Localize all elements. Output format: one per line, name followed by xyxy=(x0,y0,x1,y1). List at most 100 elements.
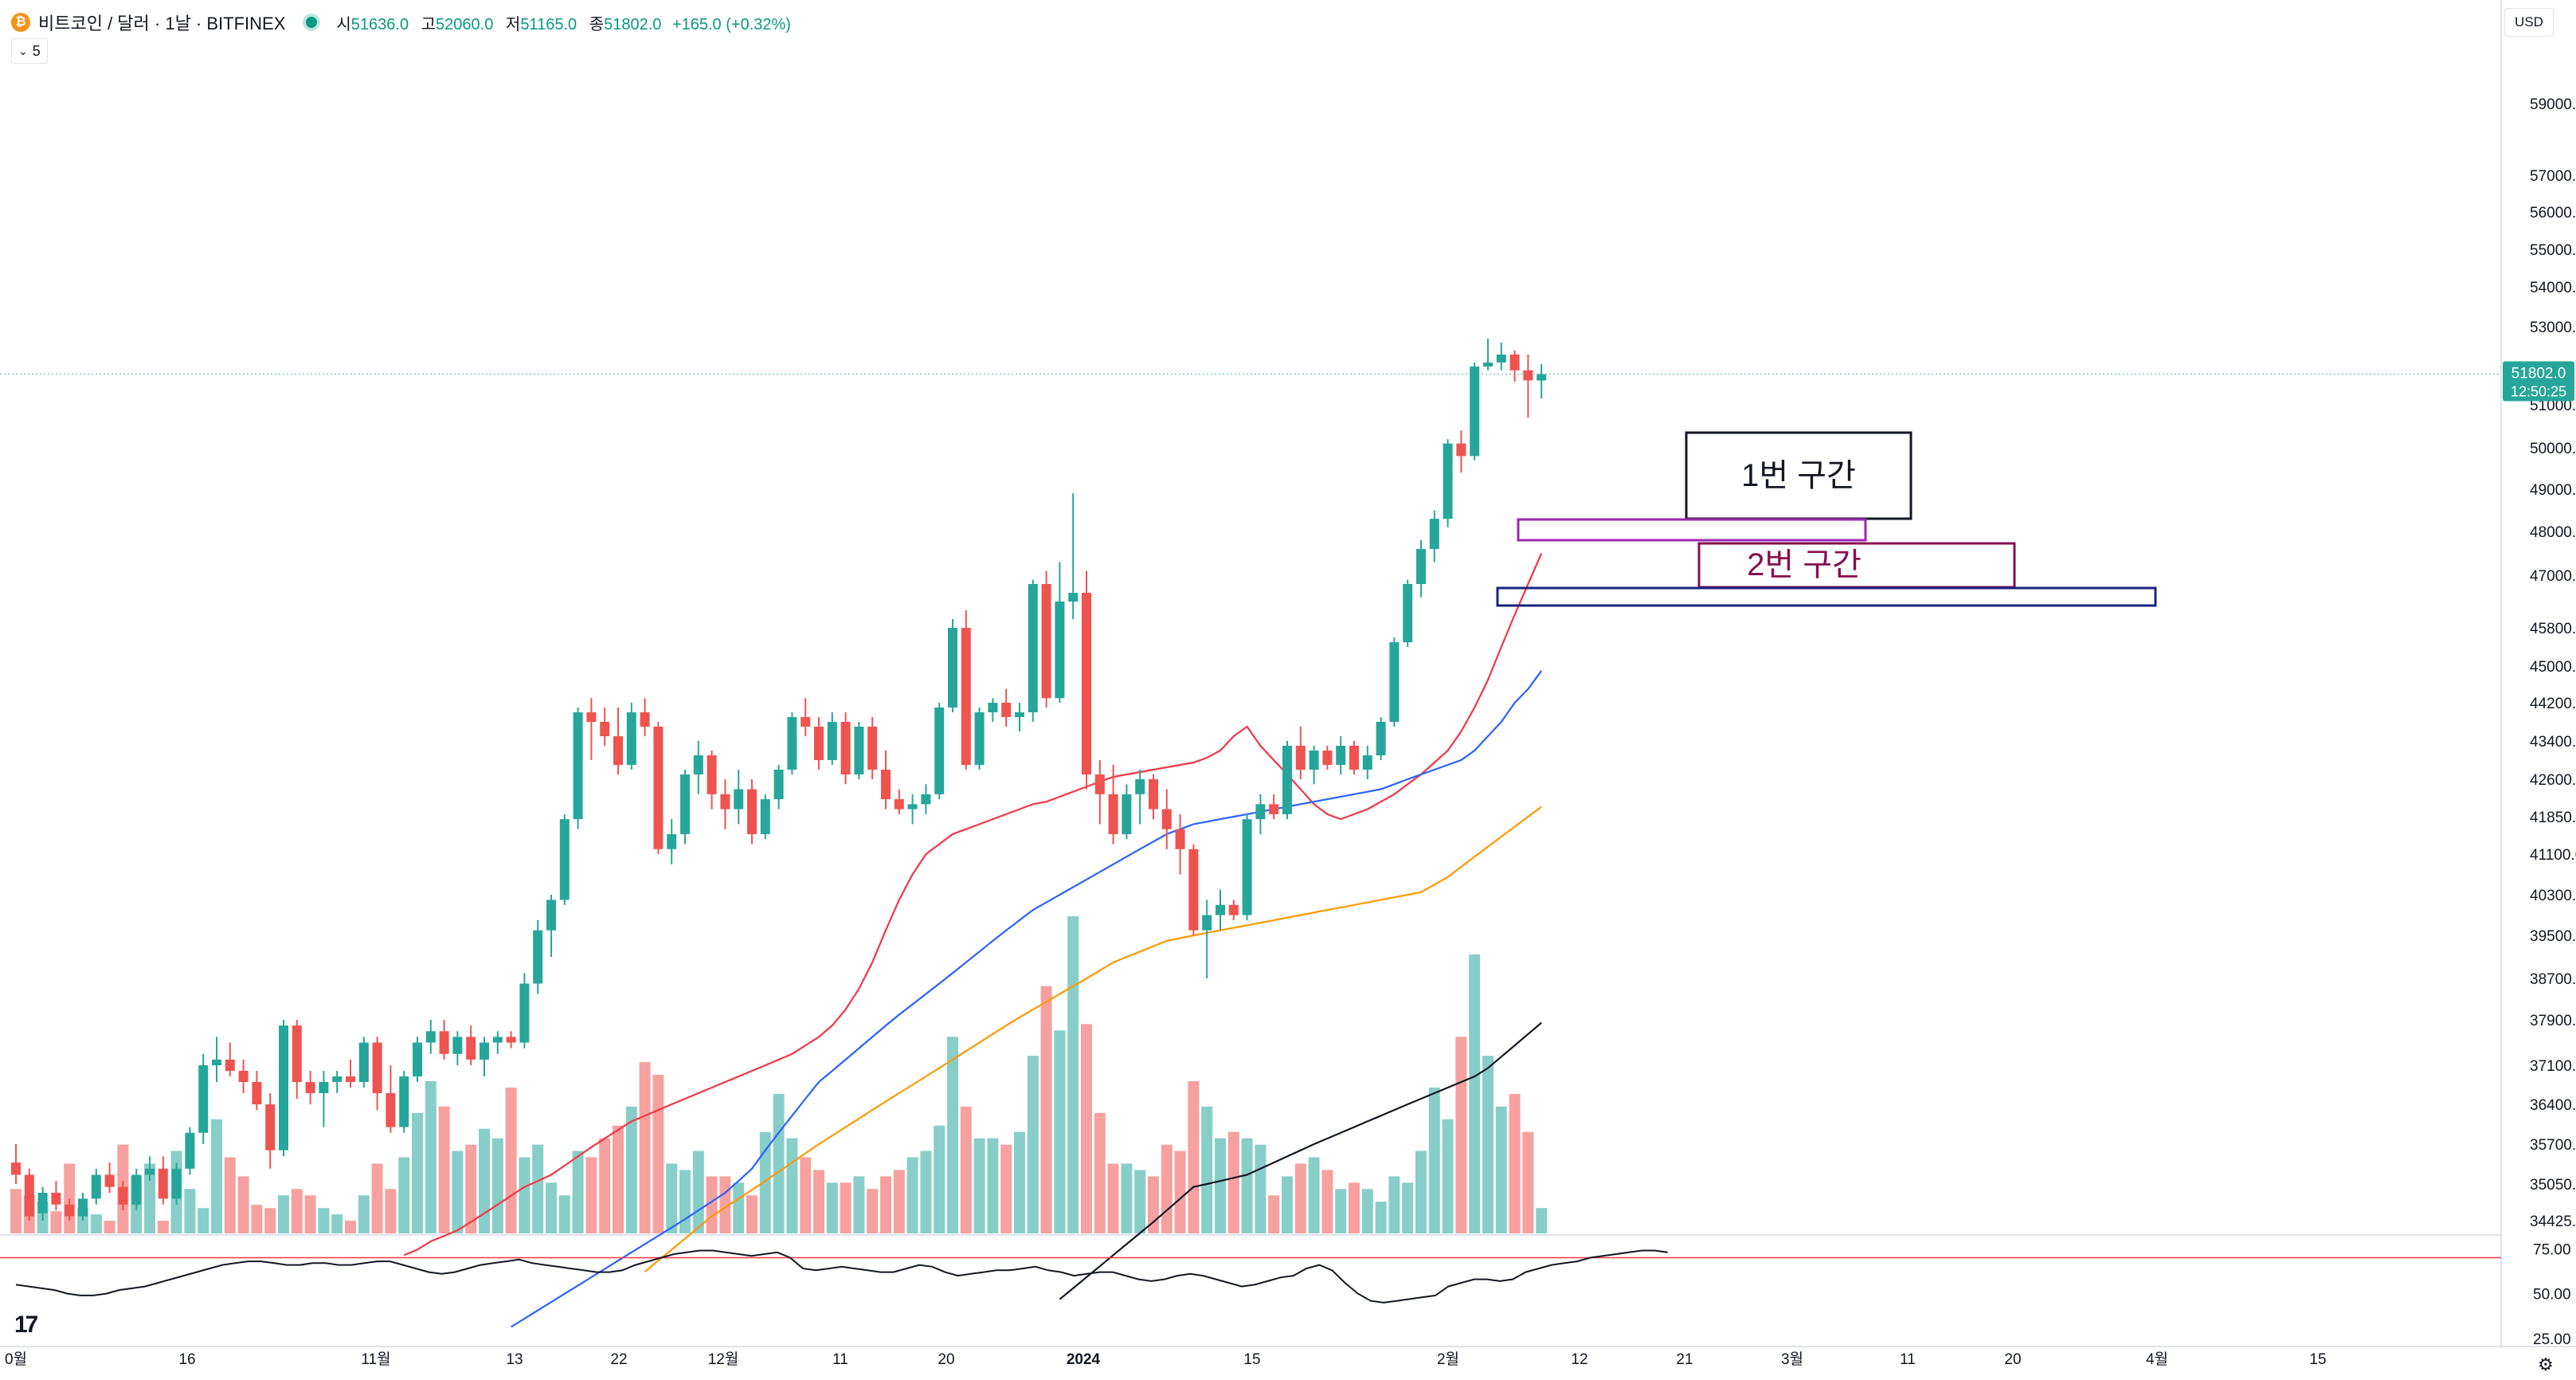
price-tick-label: 45000.0 xyxy=(2530,659,2576,676)
gear-icon[interactable]: ⚙ xyxy=(2538,1355,2554,1374)
candle-body xyxy=(840,722,851,774)
grid-layer xyxy=(0,0,2576,1347)
volume-bar xyxy=(90,1214,102,1233)
candle-body xyxy=(1309,751,1319,770)
time-tick-label: 20 xyxy=(2004,1351,2021,1368)
symbol-title[interactable]: 비트코인 / 달러 · 1날 · BITFINEX xyxy=(38,14,286,33)
volume-bar xyxy=(625,1106,637,1233)
volume-bar xyxy=(1375,1202,1387,1233)
volume-bar xyxy=(1282,1176,1293,1233)
volume-bar xyxy=(934,1125,945,1233)
indicators-collapse-button[interactable]: ⌄ 5 xyxy=(11,38,48,64)
volume-bar xyxy=(251,1205,263,1233)
candle-body xyxy=(265,1104,276,1151)
open-value: 51636.0 xyxy=(350,15,409,33)
volume-bar xyxy=(505,1087,517,1233)
price-tick-label: 43400.0 xyxy=(2530,734,2576,751)
volume-bar xyxy=(157,1221,169,1233)
candle-body xyxy=(1161,809,1172,829)
candle-body xyxy=(573,712,583,820)
candle-body xyxy=(292,1025,302,1082)
last-price-badge xyxy=(2503,361,2574,402)
axes-layer: 59000.0 57000.0 56000.0 55000.0 54000.0 53000… xyxy=(5,96,2576,1368)
price-tick-label: 35050.0 xyxy=(2530,1177,2576,1194)
price-tick-label: 59000.0 xyxy=(2530,96,2576,113)
candle-body xyxy=(24,1174,34,1217)
price-tick-label: 44200.0 xyxy=(2530,696,2576,712)
tradingview-logo-icon[interactable]: 17 xyxy=(14,1311,38,1338)
volume-bar xyxy=(572,1151,584,1233)
candle-body xyxy=(519,983,530,1043)
candle-body xyxy=(1537,374,1547,381)
zone1-range-box xyxy=(1517,518,1867,542)
volume-bar xyxy=(1107,1163,1119,1233)
time-tick-label: 13 xyxy=(506,1351,523,1368)
volume-bar xyxy=(960,1106,972,1233)
volume-bar xyxy=(826,1182,838,1233)
candle-body xyxy=(118,1186,128,1205)
candle-body xyxy=(974,712,985,765)
candle-body xyxy=(881,770,891,800)
candle-body xyxy=(626,712,636,765)
candle-body xyxy=(801,717,811,727)
candle-body xyxy=(1336,746,1346,765)
oscillator-line xyxy=(15,1249,1668,1304)
volume-bar xyxy=(479,1128,490,1233)
candle-body xyxy=(827,722,837,760)
candle-body xyxy=(1094,774,1105,794)
candle-body xyxy=(1202,915,1212,931)
volume-bar xyxy=(1482,1056,1494,1233)
candle-body xyxy=(1149,779,1158,810)
volume-bar xyxy=(546,1182,557,1233)
candle-body xyxy=(1041,584,1051,699)
candle-body xyxy=(1523,370,1533,381)
candle-body xyxy=(921,794,931,805)
candle-body xyxy=(680,774,690,834)
candle-body xyxy=(425,1031,436,1043)
candle-body xyxy=(948,628,957,708)
candle-body xyxy=(1416,549,1426,584)
volume-bar xyxy=(1442,1119,1454,1233)
volume-bar xyxy=(920,1151,932,1233)
candle-body xyxy=(225,1059,235,1071)
price-tick-label: 36400.0 xyxy=(2530,1097,2576,1114)
open-key: 시 xyxy=(336,15,351,33)
candle-body xyxy=(1322,751,1333,765)
price-tick-label: 40300.0 xyxy=(2530,888,2576,904)
low-value: 51165.0 xyxy=(520,15,577,33)
candle-body xyxy=(1483,363,1493,367)
volume-bar xyxy=(144,1163,155,1233)
candle-body xyxy=(11,1162,21,1175)
candle-body xyxy=(961,628,971,765)
volume-bar xyxy=(10,1189,22,1233)
price-tick-label: 38700.0 xyxy=(2530,971,2576,988)
time-tick-label: 15 xyxy=(2309,1351,2326,1368)
volume-bar xyxy=(532,1144,544,1233)
volume-bar xyxy=(345,1221,356,1233)
price-tick-label: 54000.0 xyxy=(2530,280,2576,296)
price-tick-label: 41100.0 xyxy=(2530,847,2576,864)
candle-body xyxy=(358,1042,369,1082)
candle-body xyxy=(1122,794,1132,834)
annotations-layer[interactable]: 1번 구간 2번 구간 xyxy=(1496,431,2157,607)
legend-header[interactable]: ₿ 비트코인 / 달러 · 1날 · BITFINEX 시51636.0 고52… xyxy=(11,8,791,37)
volume-bar xyxy=(1308,1157,1320,1233)
volume-bar xyxy=(759,1131,771,1233)
time-tick-label: 22 xyxy=(610,1351,627,1368)
currency-selector[interactable]: USD xyxy=(2504,8,2554,37)
time-tick-label: 2월 xyxy=(1437,1351,1459,1368)
volume-bar xyxy=(1428,1087,1440,1233)
low-key: 저 xyxy=(505,15,521,33)
time-tick-label: 3월 xyxy=(1781,1351,1803,1368)
candle-body xyxy=(1456,443,1466,457)
volume-bar xyxy=(1469,954,1481,1233)
candle-body xyxy=(452,1037,463,1054)
candle-body xyxy=(854,727,864,774)
volume-bar xyxy=(853,1176,865,1233)
price-tick-label: 48000.0 xyxy=(2530,524,2576,541)
volume-bar xyxy=(1201,1106,1213,1233)
volume-bar xyxy=(1455,1037,1467,1233)
candle-body xyxy=(894,799,904,810)
candle-body xyxy=(559,819,570,900)
